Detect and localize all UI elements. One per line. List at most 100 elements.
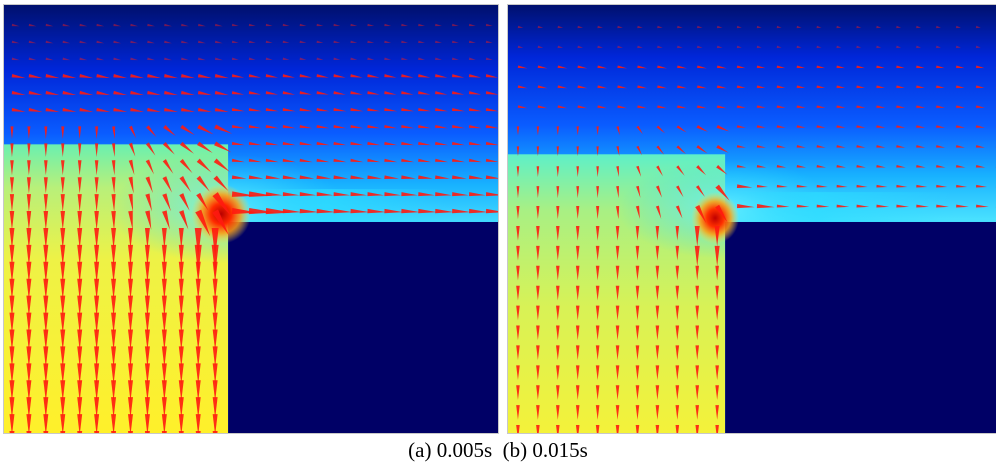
velocity-arrow xyxy=(716,25,723,29)
velocity-arrow xyxy=(96,73,111,79)
velocity-arrow xyxy=(265,175,281,179)
velocity-arrow xyxy=(77,278,83,300)
velocity-arrow xyxy=(180,90,196,96)
velocity-arrow xyxy=(164,40,172,44)
velocity-arrow xyxy=(144,380,150,402)
velocity-arrow xyxy=(128,193,134,212)
velocity-arrow xyxy=(96,107,111,112)
velocity-arrow xyxy=(43,244,49,266)
velocity-arrow xyxy=(597,65,608,69)
velocity-arrow xyxy=(79,23,88,27)
velocity-arrow xyxy=(716,65,727,69)
velocity-arrow xyxy=(936,65,945,69)
velocity-arrow xyxy=(43,414,49,433)
velocity-arrow xyxy=(916,65,925,69)
velocity-arrow xyxy=(384,74,397,78)
velocity-arrow xyxy=(637,65,648,69)
velocity-arrow xyxy=(195,312,201,334)
velocity-arrow xyxy=(896,125,906,128)
velocity-arrow xyxy=(451,124,465,129)
velocity-arrow xyxy=(469,192,486,197)
velocity-arrow xyxy=(796,65,806,69)
velocity-arrow xyxy=(212,414,218,433)
velocity-arrow xyxy=(113,40,122,44)
velocity-arrow xyxy=(675,405,680,420)
velocity-arrow xyxy=(60,363,66,385)
velocity-arrow xyxy=(195,397,201,419)
velocity-arrow xyxy=(655,225,660,241)
velocity-arrow xyxy=(111,431,117,433)
velocity-arrow xyxy=(595,265,600,281)
velocity-arrow xyxy=(333,158,347,163)
velocity-arrow xyxy=(113,57,122,61)
velocity-arrow xyxy=(111,312,117,334)
velocity-arrow xyxy=(60,397,66,419)
velocity-arrow xyxy=(856,45,862,48)
velocity-arrow xyxy=(715,204,728,223)
velocity-arrow xyxy=(418,91,431,95)
velocity-arrow xyxy=(113,23,122,27)
velocity-arrow xyxy=(435,91,448,95)
velocity-arrow xyxy=(637,45,643,48)
velocity-arrow xyxy=(26,329,32,351)
velocity-arrow xyxy=(556,206,560,220)
velocity-arrow xyxy=(856,204,870,208)
velocity-arrow xyxy=(333,57,341,60)
velocity-arrow xyxy=(936,45,941,48)
velocity-arrow xyxy=(516,385,520,400)
velocity-arrow xyxy=(556,405,560,420)
velocity-arrow xyxy=(161,295,167,317)
velocity-arrow xyxy=(26,397,32,419)
velocity-arrow xyxy=(78,126,82,140)
velocity-arrow xyxy=(975,85,985,89)
velocity-arrows-a xyxy=(9,23,498,433)
velocity-arrow xyxy=(231,40,239,44)
velocity-arrow xyxy=(164,23,172,27)
velocity-arrow xyxy=(635,245,640,261)
velocity-arrow xyxy=(556,126,559,136)
velocity-arrow xyxy=(975,125,985,128)
velocity-arrow xyxy=(27,160,31,176)
velocity-arrow xyxy=(517,85,528,89)
velocity-arrow xyxy=(575,245,580,261)
velocity-arrow xyxy=(401,108,415,112)
velocity-arrow xyxy=(265,141,279,146)
velocity-arrow xyxy=(635,425,640,433)
velocity-arrow xyxy=(43,194,48,212)
velocity-arrow xyxy=(575,345,580,361)
velocity-arrow xyxy=(94,177,99,194)
velocity-arrow xyxy=(596,206,600,220)
velocity-arrow xyxy=(836,105,846,108)
velocity-arrow xyxy=(635,405,640,420)
velocity-arrow xyxy=(299,91,312,95)
velocity-arrow xyxy=(975,105,985,108)
velocity-arrow xyxy=(736,203,755,209)
velocity-arrow xyxy=(536,166,540,178)
velocity-arrow xyxy=(178,261,184,283)
velocity-arrow xyxy=(77,261,83,283)
velocity-arrow xyxy=(418,57,425,60)
velocity-arrow xyxy=(60,177,65,194)
velocity-arrow xyxy=(896,165,906,168)
velocity-arrow xyxy=(265,23,273,27)
velocity-arrow xyxy=(77,211,82,231)
velocity-arrow xyxy=(180,107,196,112)
velocity-arrow xyxy=(9,380,15,402)
velocity-arrow xyxy=(876,184,888,188)
velocity-arrow xyxy=(756,45,762,48)
velocity-arrow xyxy=(556,245,560,261)
velocity-arrow xyxy=(536,325,540,341)
velocity-arrow xyxy=(282,141,296,146)
velocity-arrow xyxy=(367,40,375,44)
corner-hotspot xyxy=(691,192,740,244)
velocity-arrow xyxy=(657,25,663,29)
velocity-arrow xyxy=(596,146,599,157)
velocity-arrow xyxy=(575,225,580,241)
velocity-arrow xyxy=(43,227,49,249)
velocity-arrow xyxy=(418,108,432,112)
velocity-arrow xyxy=(916,85,925,89)
velocity-arrow xyxy=(127,414,133,433)
velocity-arrow xyxy=(856,85,866,89)
velocity-arrow xyxy=(197,141,213,154)
velocity-arrow xyxy=(9,346,15,368)
